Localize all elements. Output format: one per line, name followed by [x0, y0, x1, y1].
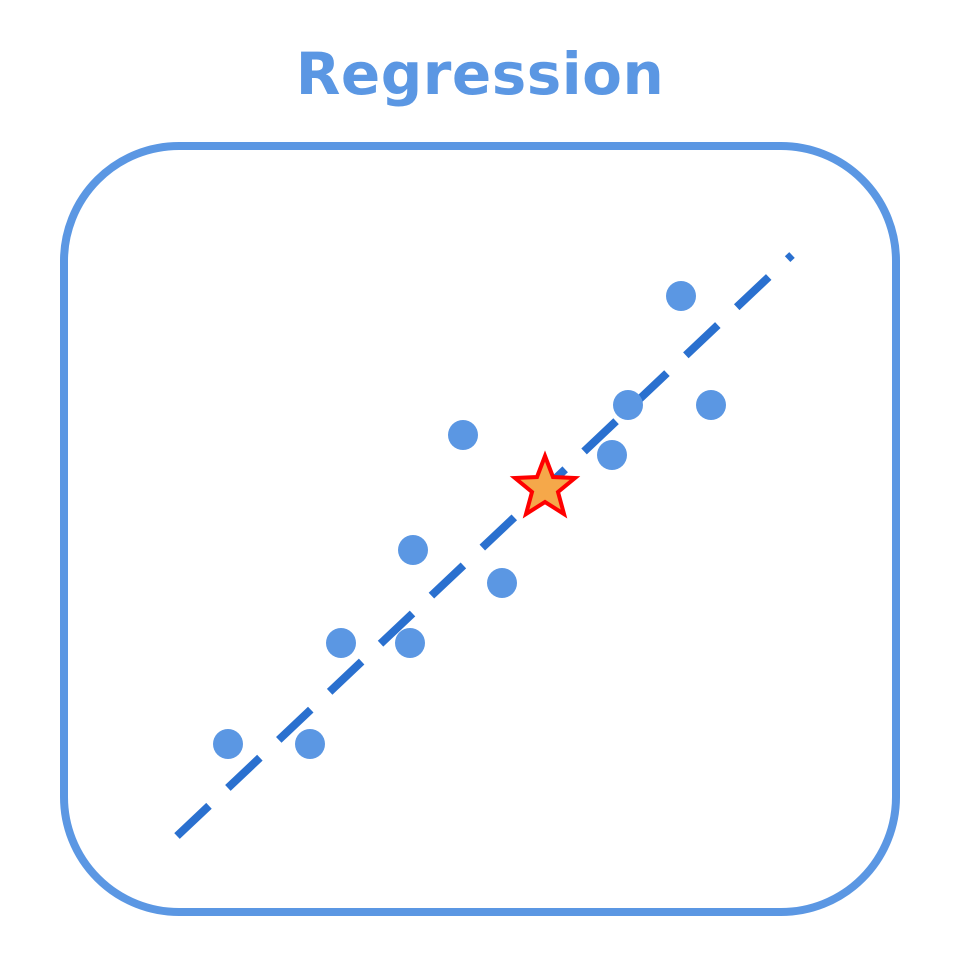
prediction-star-icon — [509, 450, 581, 519]
data-point — [398, 535, 428, 565]
data-point — [295, 729, 325, 759]
data-point — [213, 729, 243, 759]
data-point — [395, 628, 425, 658]
diagram-title: Regression — [295, 40, 665, 108]
data-point — [666, 281, 696, 311]
data-points — [213, 281, 726, 759]
data-point — [326, 628, 356, 658]
data-point — [613, 390, 643, 420]
data-point — [487, 568, 517, 598]
data-point — [597, 440, 627, 470]
diagram-frame — [60, 142, 900, 916]
data-point — [696, 390, 726, 420]
data-point — [448, 420, 478, 450]
regression-line — [174, 252, 795, 839]
